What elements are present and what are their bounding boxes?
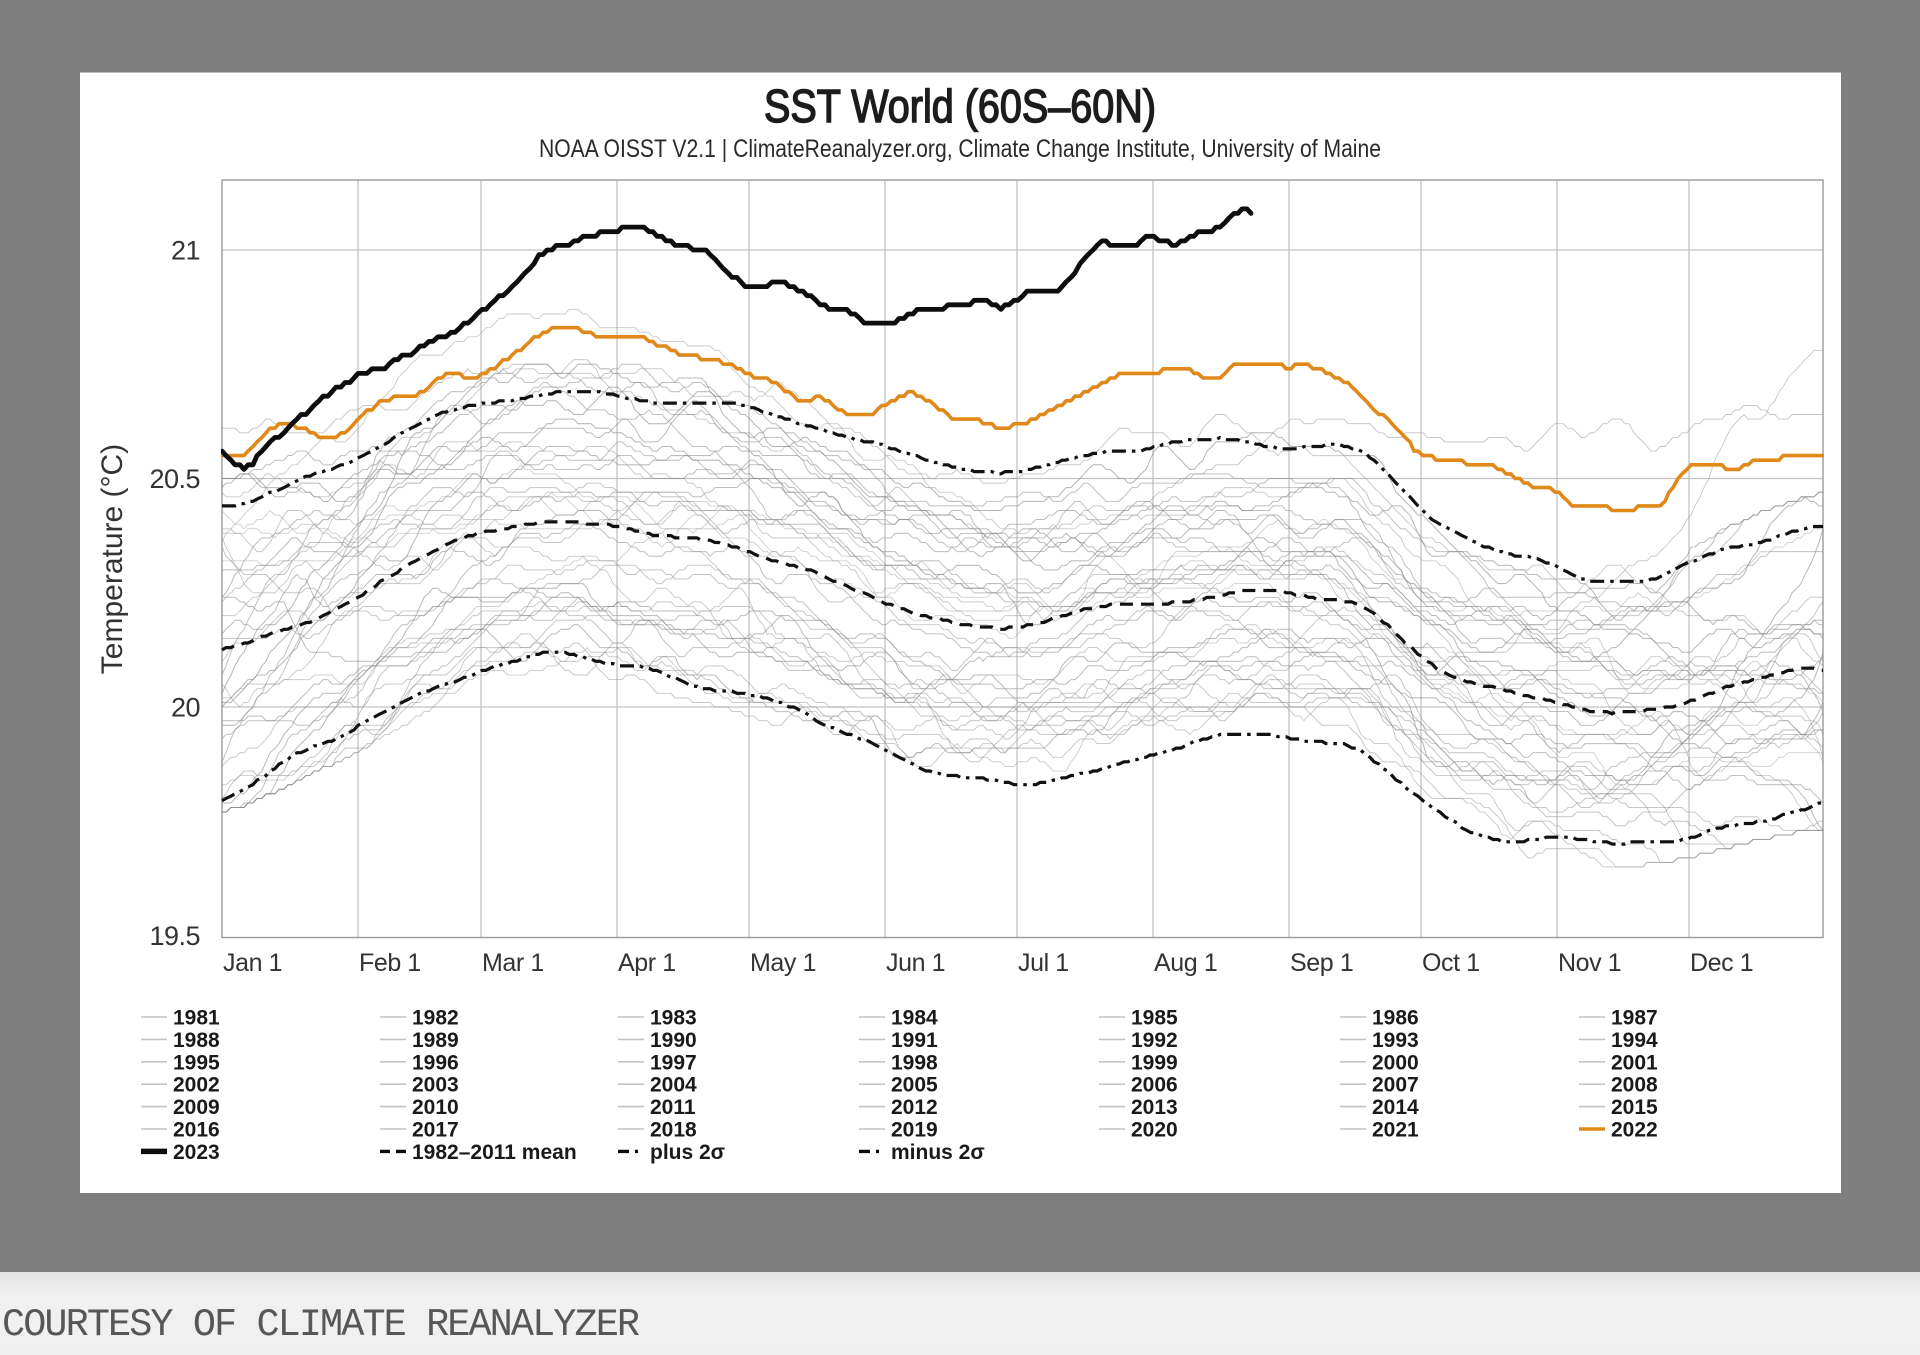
svg-text:1995: 1995 [173,1051,220,1074]
svg-text:1982–2011 mean: 1982–2011 mean [412,1141,577,1164]
svg-text:Jan 1: Jan 1 [223,949,282,977]
svg-text:plus 2σ: plus 2σ [650,1141,725,1164]
svg-text:2019: 2019 [891,1119,938,1142]
svg-text:1986: 1986 [1372,1007,1419,1030]
svg-text:1999: 1999 [1131,1051,1178,1074]
svg-text:1991: 1991 [891,1029,938,1052]
svg-text:2020: 2020 [1131,1119,1178,1142]
svg-text:2000: 2000 [1372,1051,1419,1074]
svg-text:1990: 1990 [650,1029,697,1052]
svg-text:1985: 1985 [1131,1007,1178,1030]
svg-text:Temperature (°C): Temperature (°C) [96,444,129,674]
svg-text:1982: 1982 [412,1007,459,1030]
svg-text:Feb 1: Feb 1 [359,949,421,977]
svg-text:1989: 1989 [412,1029,459,1052]
svg-text:Nov 1: Nov 1 [1558,949,1621,977]
svg-text:2004: 2004 [650,1074,697,1097]
svg-text:NOAA OISST V2.1 | ClimateReana: NOAA OISST V2.1 | ClimateReanalyzer.org,… [539,135,1381,163]
svg-text:1994: 1994 [1611,1029,1658,1052]
svg-text:2008: 2008 [1611,1074,1658,1097]
svg-text:Aug 1: Aug 1 [1154,949,1217,977]
svg-text:2005: 2005 [891,1074,938,1097]
svg-text:1987: 1987 [1611,1007,1658,1030]
svg-text:1993: 1993 [1372,1029,1419,1052]
svg-text:SST World (60S–60N): SST World (60S–60N) [764,80,1156,132]
svg-text:2014: 2014 [1372,1096,1419,1119]
svg-text:2021: 2021 [1372,1119,1419,1142]
svg-text:Apr 1: Apr 1 [618,949,676,977]
svg-text:2017: 2017 [412,1119,459,1142]
svg-text:2006: 2006 [1131,1074,1178,1097]
svg-text:2011: 2011 [650,1096,696,1119]
svg-text:2009: 2009 [173,1096,220,1119]
svg-text:2010: 2010 [412,1096,459,1119]
svg-text:Jun 1: Jun 1 [886,949,945,977]
svg-text:2003: 2003 [412,1074,459,1097]
svg-text:2023: 2023 [173,1141,220,1164]
svg-text:2013: 2013 [1131,1096,1178,1119]
svg-text:2001: 2001 [1611,1051,1658,1074]
svg-text:2007: 2007 [1372,1074,1419,1097]
svg-text:2012: 2012 [891,1096,938,1119]
svg-text:2015: 2015 [1611,1096,1658,1119]
svg-text:1988: 1988 [173,1029,220,1052]
svg-text:2022: 2022 [1611,1119,1658,1142]
svg-text:Mar 1: Mar 1 [482,949,544,977]
svg-text:1998: 1998 [891,1051,938,1074]
svg-text:1996: 1996 [412,1051,459,1074]
svg-text:2002: 2002 [173,1074,220,1097]
svg-text:Jul 1: Jul 1 [1018,949,1069,977]
svg-text:minus 2σ: minus 2σ [891,1141,985,1164]
svg-text:20: 20 [171,693,200,723]
svg-text:1983: 1983 [650,1007,697,1030]
svg-text:21: 21 [171,236,200,266]
svg-text:May 1: May 1 [750,949,816,977]
svg-text:Dec 1: Dec 1 [1690,949,1753,977]
svg-text:19.5: 19.5 [149,921,200,951]
svg-text:1981: 1981 [173,1007,220,1030]
svg-text:Oct 1: Oct 1 [1422,949,1480,977]
svg-text:Sep 1: Sep 1 [1290,949,1353,977]
svg-text:1997: 1997 [650,1051,697,1074]
svg-text:2016: 2016 [173,1119,220,1142]
svg-text:2018: 2018 [650,1119,697,1142]
svg-text:1992: 1992 [1131,1029,1178,1052]
svg-text:20.5: 20.5 [149,464,200,494]
svg-text:1984: 1984 [891,1007,938,1030]
